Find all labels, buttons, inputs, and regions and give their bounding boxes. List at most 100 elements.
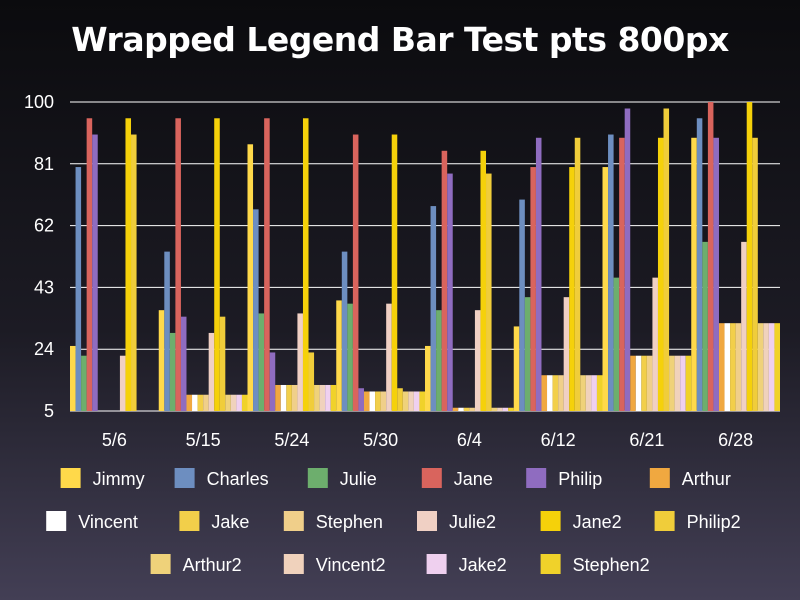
bar <box>258 313 265 411</box>
legend-label: Philip2 <box>687 512 741 532</box>
legend-label: Jake <box>211 512 249 532</box>
bar <box>646 355 653 411</box>
legend-item: Jimmy <box>60 468 145 489</box>
bar <box>508 407 514 411</box>
bar <box>280 384 287 411</box>
bar <box>768 323 775 411</box>
legend-label: Arthur <box>682 469 731 489</box>
bar <box>474 310 481 411</box>
bar <box>264 118 270 412</box>
bar <box>241 394 248 411</box>
bar <box>70 345 76 411</box>
bar <box>547 375 553 411</box>
legend-swatch <box>654 511 675 531</box>
bar <box>735 323 742 411</box>
bar <box>330 384 337 411</box>
legend-item: Charles <box>174 468 269 489</box>
bar <box>569 167 575 411</box>
bar <box>486 173 492 411</box>
bar <box>253 209 259 411</box>
bar <box>430 206 437 411</box>
bar <box>608 134 614 412</box>
bar <box>497 407 503 411</box>
bar <box>519 199 525 411</box>
legend-item: Jake <box>179 511 249 532</box>
x-tick-label: 6/12 <box>541 430 576 450</box>
y-tick-label: 100 <box>24 92 54 112</box>
legend-label: Stephen <box>316 512 383 532</box>
bar <box>380 391 387 411</box>
bar <box>86 118 93 412</box>
bar <box>680 355 686 411</box>
legend-label: Stephen2 <box>573 555 650 575</box>
bar <box>591 375 597 411</box>
x-tick-label: 5/15 <box>186 430 221 450</box>
legend-label: Jake2 <box>459 555 507 575</box>
chart-title: Wrapped Legend Bar Test pts 800px <box>71 20 729 59</box>
legend-label: Charles <box>207 469 269 489</box>
bar <box>491 407 498 411</box>
bar <box>363 391 370 411</box>
bar <box>558 375 564 411</box>
bar <box>674 355 681 411</box>
legend-item: Philip2 <box>654 511 741 532</box>
x-tick-label: 5/6 <box>102 430 127 450</box>
x-tick-label: 5/30 <box>363 430 398 450</box>
bar <box>302 118 309 412</box>
bar <box>452 407 459 411</box>
legend-swatch <box>421 468 442 488</box>
bar <box>535 137 542 412</box>
x-tick-label: 5/24 <box>274 430 309 450</box>
bar <box>696 118 703 412</box>
legend-swatch <box>179 511 200 531</box>
legend-swatch <box>174 468 195 488</box>
bar <box>447 173 453 411</box>
bar <box>158 310 165 411</box>
x-tick-label: 6/21 <box>629 430 664 450</box>
bar <box>214 118 220 412</box>
y-tick-label: 81 <box>34 154 54 174</box>
bar <box>125 118 132 412</box>
bar <box>186 394 193 411</box>
bar <box>513 326 520 411</box>
legend-swatch <box>46 511 67 531</box>
bar <box>630 355 636 411</box>
bar <box>602 167 609 411</box>
bar <box>219 316 226 411</box>
legend-swatch <box>540 511 561 531</box>
bar <box>402 391 409 411</box>
bar <box>657 137 664 412</box>
bar <box>336 300 342 411</box>
bar <box>652 277 658 411</box>
bar <box>691 137 697 412</box>
bar <box>469 407 475 411</box>
bar <box>624 108 631 412</box>
bar <box>391 134 398 412</box>
legend-label: Julie <box>340 469 377 489</box>
bar <box>352 134 359 412</box>
bar <box>741 241 747 411</box>
legend-swatch <box>540 554 561 574</box>
bar <box>180 316 187 411</box>
bar <box>425 345 431 411</box>
legend-swatch <box>60 468 81 488</box>
bar <box>580 375 586 411</box>
y-tick-label: 43 <box>34 277 54 297</box>
bar <box>524 297 531 411</box>
y-tick-label: 24 <box>34 339 54 359</box>
legend-item: Stephen2 <box>540 554 650 575</box>
bar <box>746 102 753 411</box>
bar <box>730 323 736 411</box>
bar <box>763 323 769 411</box>
x-tick-label: 6/28 <box>718 430 753 450</box>
legend-swatch <box>307 468 328 488</box>
bar <box>169 332 176 411</box>
bar <box>502 407 509 411</box>
bar <box>192 394 198 411</box>
legend-item: Vincent2 <box>283 554 386 575</box>
bar <box>613 277 620 411</box>
legend-item: Jake2 <box>426 554 507 575</box>
legend-swatch <box>283 511 304 531</box>
bar <box>341 251 348 411</box>
